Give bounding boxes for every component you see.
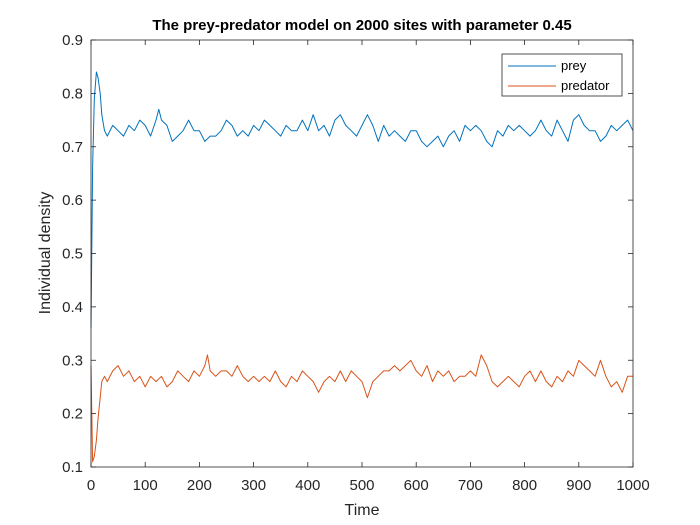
y-tick-label: 0.2 [62,406,83,423]
x-tick-label: 200 [187,477,212,494]
legend-label-prey: prey [561,58,587,73]
series-line-prey [90,71,634,329]
x-tick-label: 300 [241,477,266,494]
x-tick-label: 400 [295,477,320,494]
y-tick-label: 0.5 [62,246,83,263]
y-tick-label: 0.7 [62,139,83,156]
y-tick-label: 0.3 [62,352,83,369]
x-tick-label: 700 [458,477,483,494]
x-tick-label: 900 [566,477,591,494]
y-tick-label: 0.6 [62,192,83,209]
x-tick-label: 100 [133,477,158,494]
x-tick-label: 500 [349,477,374,494]
x-tick-label: 600 [404,477,429,494]
series-line-predator [90,354,633,463]
ticks-layer: 0 100 200 300 400 500 600 700 800 900 1000 0.1 0.2 0.… [62,32,650,494]
axes-background [91,40,633,467]
y-tick-label: 0.8 [62,85,83,102]
series-layer [90,71,634,463]
x-axis-label: Time [345,502,380,519]
y-tick-label: 0.4 [62,299,83,316]
chart-title: The prey-predator model on 2000 sites wi… [152,17,571,34]
y-tick-label: 0.9 [62,32,83,49]
x-tick-label: 1000 [616,477,649,494]
y-tick-label: 0.1 [62,459,83,476]
x-tick-label: 800 [512,477,537,494]
y-axis-label: Individual density [37,192,54,315]
x-tick-label: 0 [87,477,95,494]
legend-box [501,53,623,97]
legend-label-predator: predator [561,78,610,93]
legend: prey predator [501,53,623,97]
